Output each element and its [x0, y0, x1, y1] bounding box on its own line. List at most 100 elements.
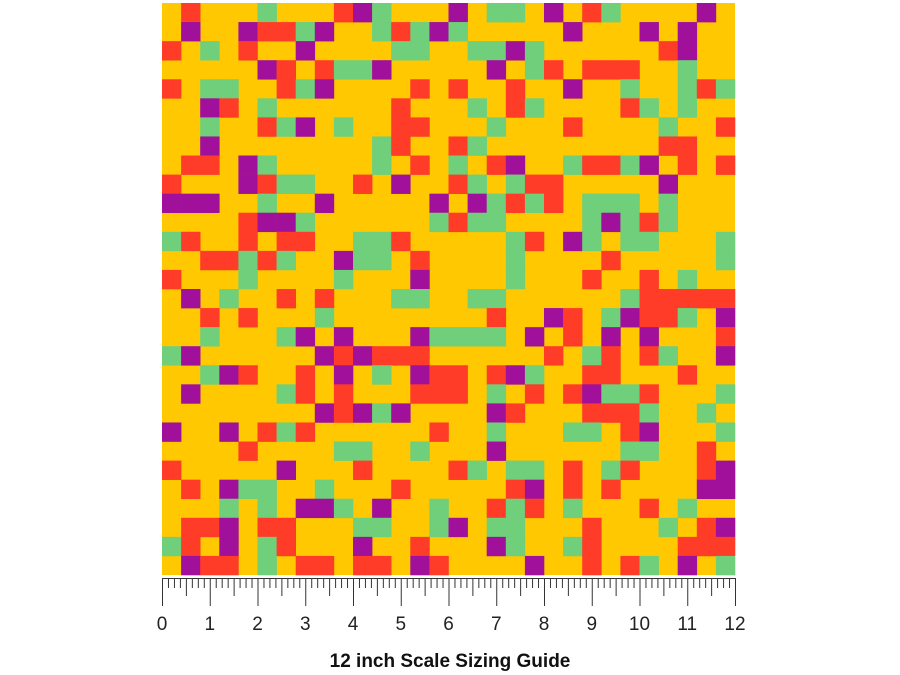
pixel [181, 384, 201, 404]
pixel [505, 98, 526, 118]
pixel [257, 250, 277, 271]
pixel [353, 460, 373, 480]
pixel [715, 536, 736, 557]
pixel [620, 193, 640, 214]
pixel [276, 60, 296, 80]
pixel [639, 231, 659, 252]
pixel [544, 174, 564, 194]
pixel [486, 289, 507, 309]
pixel [658, 41, 678, 61]
pixel [620, 555, 640, 576]
pixel [639, 422, 659, 442]
pixel [295, 422, 316, 442]
pixel [639, 289, 659, 309]
ruler-label: 1 [204, 614, 215, 635]
pixel [715, 517, 736, 538]
pixel [219, 79, 239, 99]
pixel [353, 174, 373, 194]
pixel [658, 517, 678, 538]
pixel [314, 498, 335, 519]
pixel [639, 98, 659, 118]
pixel [257, 498, 277, 519]
pixel [582, 155, 602, 175]
pixel [486, 517, 507, 538]
pixel [696, 403, 717, 423]
ruler-label: 0 [157, 614, 168, 635]
pixel [639, 308, 659, 328]
pixel [391, 174, 411, 194]
pixel [639, 346, 659, 366]
pixel [162, 231, 182, 252]
pixel [467, 174, 487, 194]
pixel [181, 479, 201, 500]
pixel [658, 308, 678, 328]
ruler-label: 6 [443, 614, 454, 635]
pixel [601, 384, 621, 404]
pixel [372, 498, 392, 519]
pixel [524, 498, 545, 519]
pixel [448, 212, 468, 233]
pixel [467, 460, 487, 480]
pixel [524, 174, 545, 194]
pixel [524, 555, 545, 576]
pixel [410, 41, 430, 61]
pixel [486, 422, 507, 442]
pixel [696, 479, 717, 500]
pixel [219, 536, 239, 557]
pixel [372, 403, 392, 423]
pixel [181, 193, 201, 214]
pixel [238, 441, 258, 461]
pixel [391, 98, 411, 118]
pixel [696, 536, 717, 557]
pixel [276, 22, 296, 42]
pixel [162, 174, 182, 194]
pixel [715, 308, 736, 328]
pixel [639, 498, 659, 519]
pixel [257, 117, 277, 137]
pixel [200, 155, 220, 175]
pixel [658, 193, 678, 214]
pixel [333, 327, 354, 347]
ruler-label: 9 [586, 614, 597, 635]
pixel [410, 117, 430, 137]
pixel [410, 441, 430, 461]
pixel [429, 517, 449, 538]
pixel [601, 193, 621, 214]
pixel [601, 308, 621, 328]
pixel [563, 79, 583, 99]
pixel [582, 536, 602, 557]
pixel [276, 231, 296, 252]
pixel [276, 289, 296, 309]
pixel [620, 79, 640, 99]
pixel [391, 231, 411, 252]
pixel [200, 98, 220, 118]
pixel [276, 212, 296, 233]
pixel [353, 60, 373, 80]
pixel [238, 479, 258, 500]
pixel [639, 441, 659, 461]
pixel [314, 479, 335, 500]
ruler-label: 7 [491, 614, 502, 635]
pixel [391, 479, 411, 500]
pixel [524, 231, 545, 252]
pixel [181, 155, 201, 175]
pixel [505, 155, 526, 175]
pixel [276, 174, 296, 194]
pixel [677, 60, 698, 80]
pixel [715, 422, 736, 442]
pixel [505, 403, 526, 423]
pixel [620, 384, 640, 404]
pixel [677, 308, 698, 328]
pixel [200, 136, 220, 156]
pixel [486, 3, 507, 23]
pixel [257, 536, 277, 557]
pixel [639, 22, 659, 42]
pixel [429, 327, 449, 347]
pixel [639, 403, 659, 423]
pixel [162, 460, 182, 480]
pixel [582, 193, 602, 214]
pixel [715, 289, 736, 309]
pixel [486, 365, 507, 385]
pixel [295, 231, 316, 252]
pixel [448, 460, 468, 480]
